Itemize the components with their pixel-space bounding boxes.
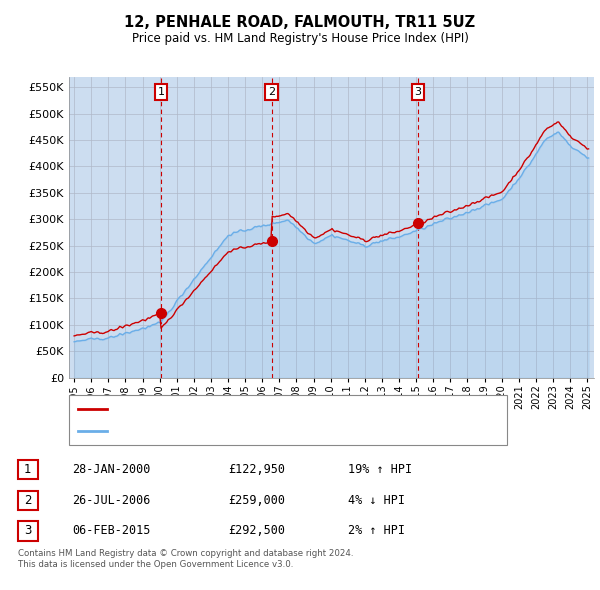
Text: Price paid vs. HM Land Registry's House Price Index (HPI): Price paid vs. HM Land Registry's House … [131,32,469,45]
Text: 2: 2 [268,87,275,97]
Text: £292,500: £292,500 [228,525,285,537]
Text: £259,000: £259,000 [228,494,285,507]
Text: 1: 1 [157,87,164,97]
Text: 28-JAN-2000: 28-JAN-2000 [72,463,151,476]
Text: £122,950: £122,950 [228,463,285,476]
Text: 06-FEB-2015: 06-FEB-2015 [72,525,151,537]
Text: 4% ↓ HPI: 4% ↓ HPI [348,494,405,507]
Text: 2% ↑ HPI: 2% ↑ HPI [348,525,405,537]
Text: 12, PENHALE ROAD, FALMOUTH, TR11 5UZ: 12, PENHALE ROAD, FALMOUTH, TR11 5UZ [124,15,476,30]
Text: 26-JUL-2006: 26-JUL-2006 [72,494,151,507]
Text: 3: 3 [415,87,421,97]
Text: HPI: Average price, detached house, Cornwall: HPI: Average price, detached house, Corn… [112,427,350,437]
Text: 3: 3 [24,525,32,537]
Text: 19% ↑ HPI: 19% ↑ HPI [348,463,412,476]
Text: Contains HM Land Registry data © Crown copyright and database right 2024.
This d: Contains HM Land Registry data © Crown c… [18,549,353,569]
Text: 12, PENHALE ROAD, FALMOUTH, TR11 5UZ (detached house): 12, PENHALE ROAD, FALMOUTH, TR11 5UZ (de… [112,404,428,414]
Text: 1: 1 [24,463,32,476]
Text: 2: 2 [24,494,32,507]
